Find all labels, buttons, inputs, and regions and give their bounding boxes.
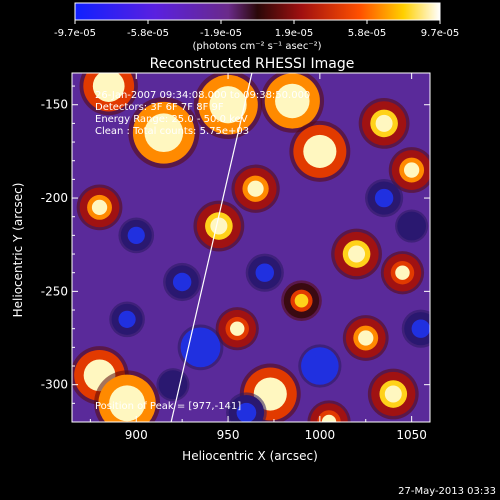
x-tick-label: 900 xyxy=(125,428,148,442)
heatmap-blob xyxy=(374,188,394,208)
x-tick-label: 1000 xyxy=(305,428,336,442)
y-axis-label: Heliocentric Y (arcsec) xyxy=(11,183,25,318)
heatmap-blob xyxy=(384,385,402,403)
heatmap-blob xyxy=(230,321,245,336)
heatmap-blob xyxy=(294,293,309,308)
heatmap-blob xyxy=(216,93,240,117)
colorbar-tick-label: -9.7e-05 xyxy=(54,28,96,39)
heatmap-blob xyxy=(395,265,410,280)
axes: 900 950 1000 1050 -150 -200 -250 -300 xyxy=(41,73,430,442)
peak-position-label: Position of Peak = [977,-141] xyxy=(95,401,241,412)
heatmap-image xyxy=(72,73,430,422)
heatmap-blob xyxy=(321,414,337,422)
colorbar xyxy=(74,2,441,21)
heatmap-blob xyxy=(309,141,331,162)
colorbar-units-label: (photons cm⁻² s⁻¹ asec⁻²) xyxy=(192,41,321,52)
footer-timestamp: 27-May-2013 03:33 xyxy=(398,486,496,497)
heatmap-blob xyxy=(91,199,108,216)
y-tick-label: -300 xyxy=(41,378,68,392)
heatmap-blob xyxy=(348,245,366,263)
x-axis-label: Heliocentric X (arcsec) xyxy=(182,449,318,463)
solar-limb-line xyxy=(170,73,253,422)
heatmap-blob xyxy=(98,76,119,96)
annotation-line: Detectors: 3F 6F 7F 8F 9F xyxy=(95,102,224,113)
heatmap-blob xyxy=(255,263,274,282)
heatmap-blob xyxy=(309,355,331,377)
heatmap-blob xyxy=(358,330,374,346)
heatmap-blob xyxy=(189,336,212,359)
heatmap-blob xyxy=(210,217,228,235)
heatmap-blob xyxy=(127,226,145,244)
heatmap-blob xyxy=(151,120,176,145)
colorbar-tick-label: 9.7e-05 xyxy=(421,28,459,39)
annotation-line: Clean : Total counts: 5.75e+03 xyxy=(95,126,249,137)
plot-frame xyxy=(71,72,431,423)
annotation-line: 26-Jan-2007 09:34:08.000 to 09:38:50.000 xyxy=(95,90,310,101)
y-tick-label: -250 xyxy=(41,284,68,298)
heatmap-blob xyxy=(116,392,139,415)
y-tick-label: -200 xyxy=(41,191,68,205)
heatmap-blob xyxy=(172,272,192,292)
chart-title: Reconstructed RHESSI Image xyxy=(150,56,355,72)
heatmap-blob xyxy=(118,310,136,328)
colorbar-ticks: -9.7e-05 -5.8e-05 -1.9e-05 1.9e-05 5.8e-05 9.… xyxy=(54,20,459,39)
heatmap-blob xyxy=(375,114,393,132)
colorbar-tick-label: 5.8e-05 xyxy=(348,28,386,39)
colorbar-tick-label: -5.8e-05 xyxy=(127,28,169,39)
heatmap-blob xyxy=(236,402,257,422)
x-tick-label: 950 xyxy=(217,428,240,442)
annotation-line: Energy Range: 25.0 - 50.0 keV xyxy=(95,114,248,125)
x-tick-label: 1050 xyxy=(396,428,427,442)
colorbar-tick-label: -1.9e-05 xyxy=(200,28,242,39)
heatmap-blob xyxy=(411,319,430,338)
heatmap-blob xyxy=(260,383,281,405)
colorbar-tick-label: 1.9e-05 xyxy=(275,28,313,39)
annotation-block: 26-Jan-2007 09:34:08.000 to 09:38:50.000… xyxy=(95,90,310,137)
y-tick-label: -150 xyxy=(41,98,68,112)
heatmap-blob xyxy=(281,90,303,112)
heatmap-blob xyxy=(403,218,420,235)
heatmap-blob xyxy=(164,376,181,393)
heatmap-blob xyxy=(403,162,420,178)
heatmap-blob xyxy=(247,180,264,197)
